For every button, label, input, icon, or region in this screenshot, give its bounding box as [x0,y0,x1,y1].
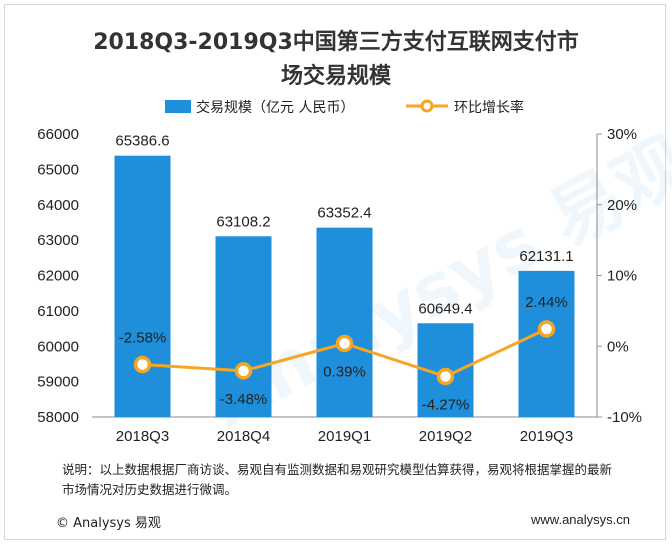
chart-title-line-2: 场交易规模 [280,64,391,89]
right-axis-tick-label: 10% [607,268,637,285]
legend: 交易规模（亿元 人民币） 环比增长率 [165,99,524,116]
x-axis-tick-label: 2019Q3 [520,428,573,445]
x-axis-tick-label: 2019Q2 [419,428,472,445]
x-axis-tick-label: 2018Q4 [217,428,270,445]
bar [215,236,272,417]
x-axis-tick-label: 2019Q1 [318,428,371,445]
legend-bar-swatch [165,100,191,113]
legend-bar-label: 交易规模（亿元 人民币） [196,99,354,116]
left-axis-tick-label: 66000 [37,126,79,143]
legend-line-label: 环比增长率 [454,99,524,116]
footnote: 说明：以上数据根据厂商访谈、易观自有监测数据和易观研究模型估算获得，易观将根据掌… [62,462,613,497]
left-axis-tick-label: 58000 [37,409,79,426]
bar-value-label: 63108.2 [216,213,270,230]
bar [518,270,575,417]
growth-rate-label: 2.44% [525,294,568,311]
left-axis-tick-label: 65000 [37,161,79,178]
left-axis-tick-label: 60000 [37,338,79,355]
legend-line-marker [420,99,434,113]
left-axis-tick-label: 64000 [37,197,79,214]
growth-rate-label: -4.27% [422,396,470,413]
footer-url: www.analysys.cn [531,512,630,527]
bar-value-label: 63352.4 [317,205,371,222]
right-axis-tick-label: 30% [607,126,637,143]
left-axis-tick-label: 59000 [37,374,79,391]
chart-title: 2018Q3-2019Q3中国第三方支付互联网支付市 场交易规模 [0,26,672,94]
growth-rate-label: 0.39% [323,363,366,380]
plot-area: -10% 0% 10% 20% 30% 58000 59000 60000 61000 62000… [37,126,642,445]
left-axis-tick-label: 62000 [37,268,79,285]
left-axis-tick-label: 61000 [37,303,79,320]
right-axis-tick-label: 20% [607,197,637,214]
bar-value-label: 60649.4 [418,300,472,317]
bar [114,155,171,417]
footer-copyright: © Analysys 易观 [56,516,161,531]
chart-title-line-1: 2018Q3-2019Q3中国第三方支付互联网支付市 [93,30,579,55]
growth-rate-label: -3.48% [220,391,268,408]
bar [316,227,373,417]
x-axis-tick-label: 2018Q3 [116,428,169,445]
right-axis-tick-label: -10% [607,409,642,426]
growth-rate-point [436,367,455,386]
growth-rate-point [335,334,354,353]
growth-rate-point [234,362,253,380]
bar-value-label: 62131.1 [519,248,573,265]
left-axis-tick-label: 63000 [37,232,79,249]
growth-rate-point [537,320,556,338]
right-axis-tick-label: 0% [607,338,629,355]
growth-rate-point [133,355,152,374]
bar-value-label: 65386.6 [115,133,169,150]
growth-rate-label: -2.58% [119,330,167,347]
